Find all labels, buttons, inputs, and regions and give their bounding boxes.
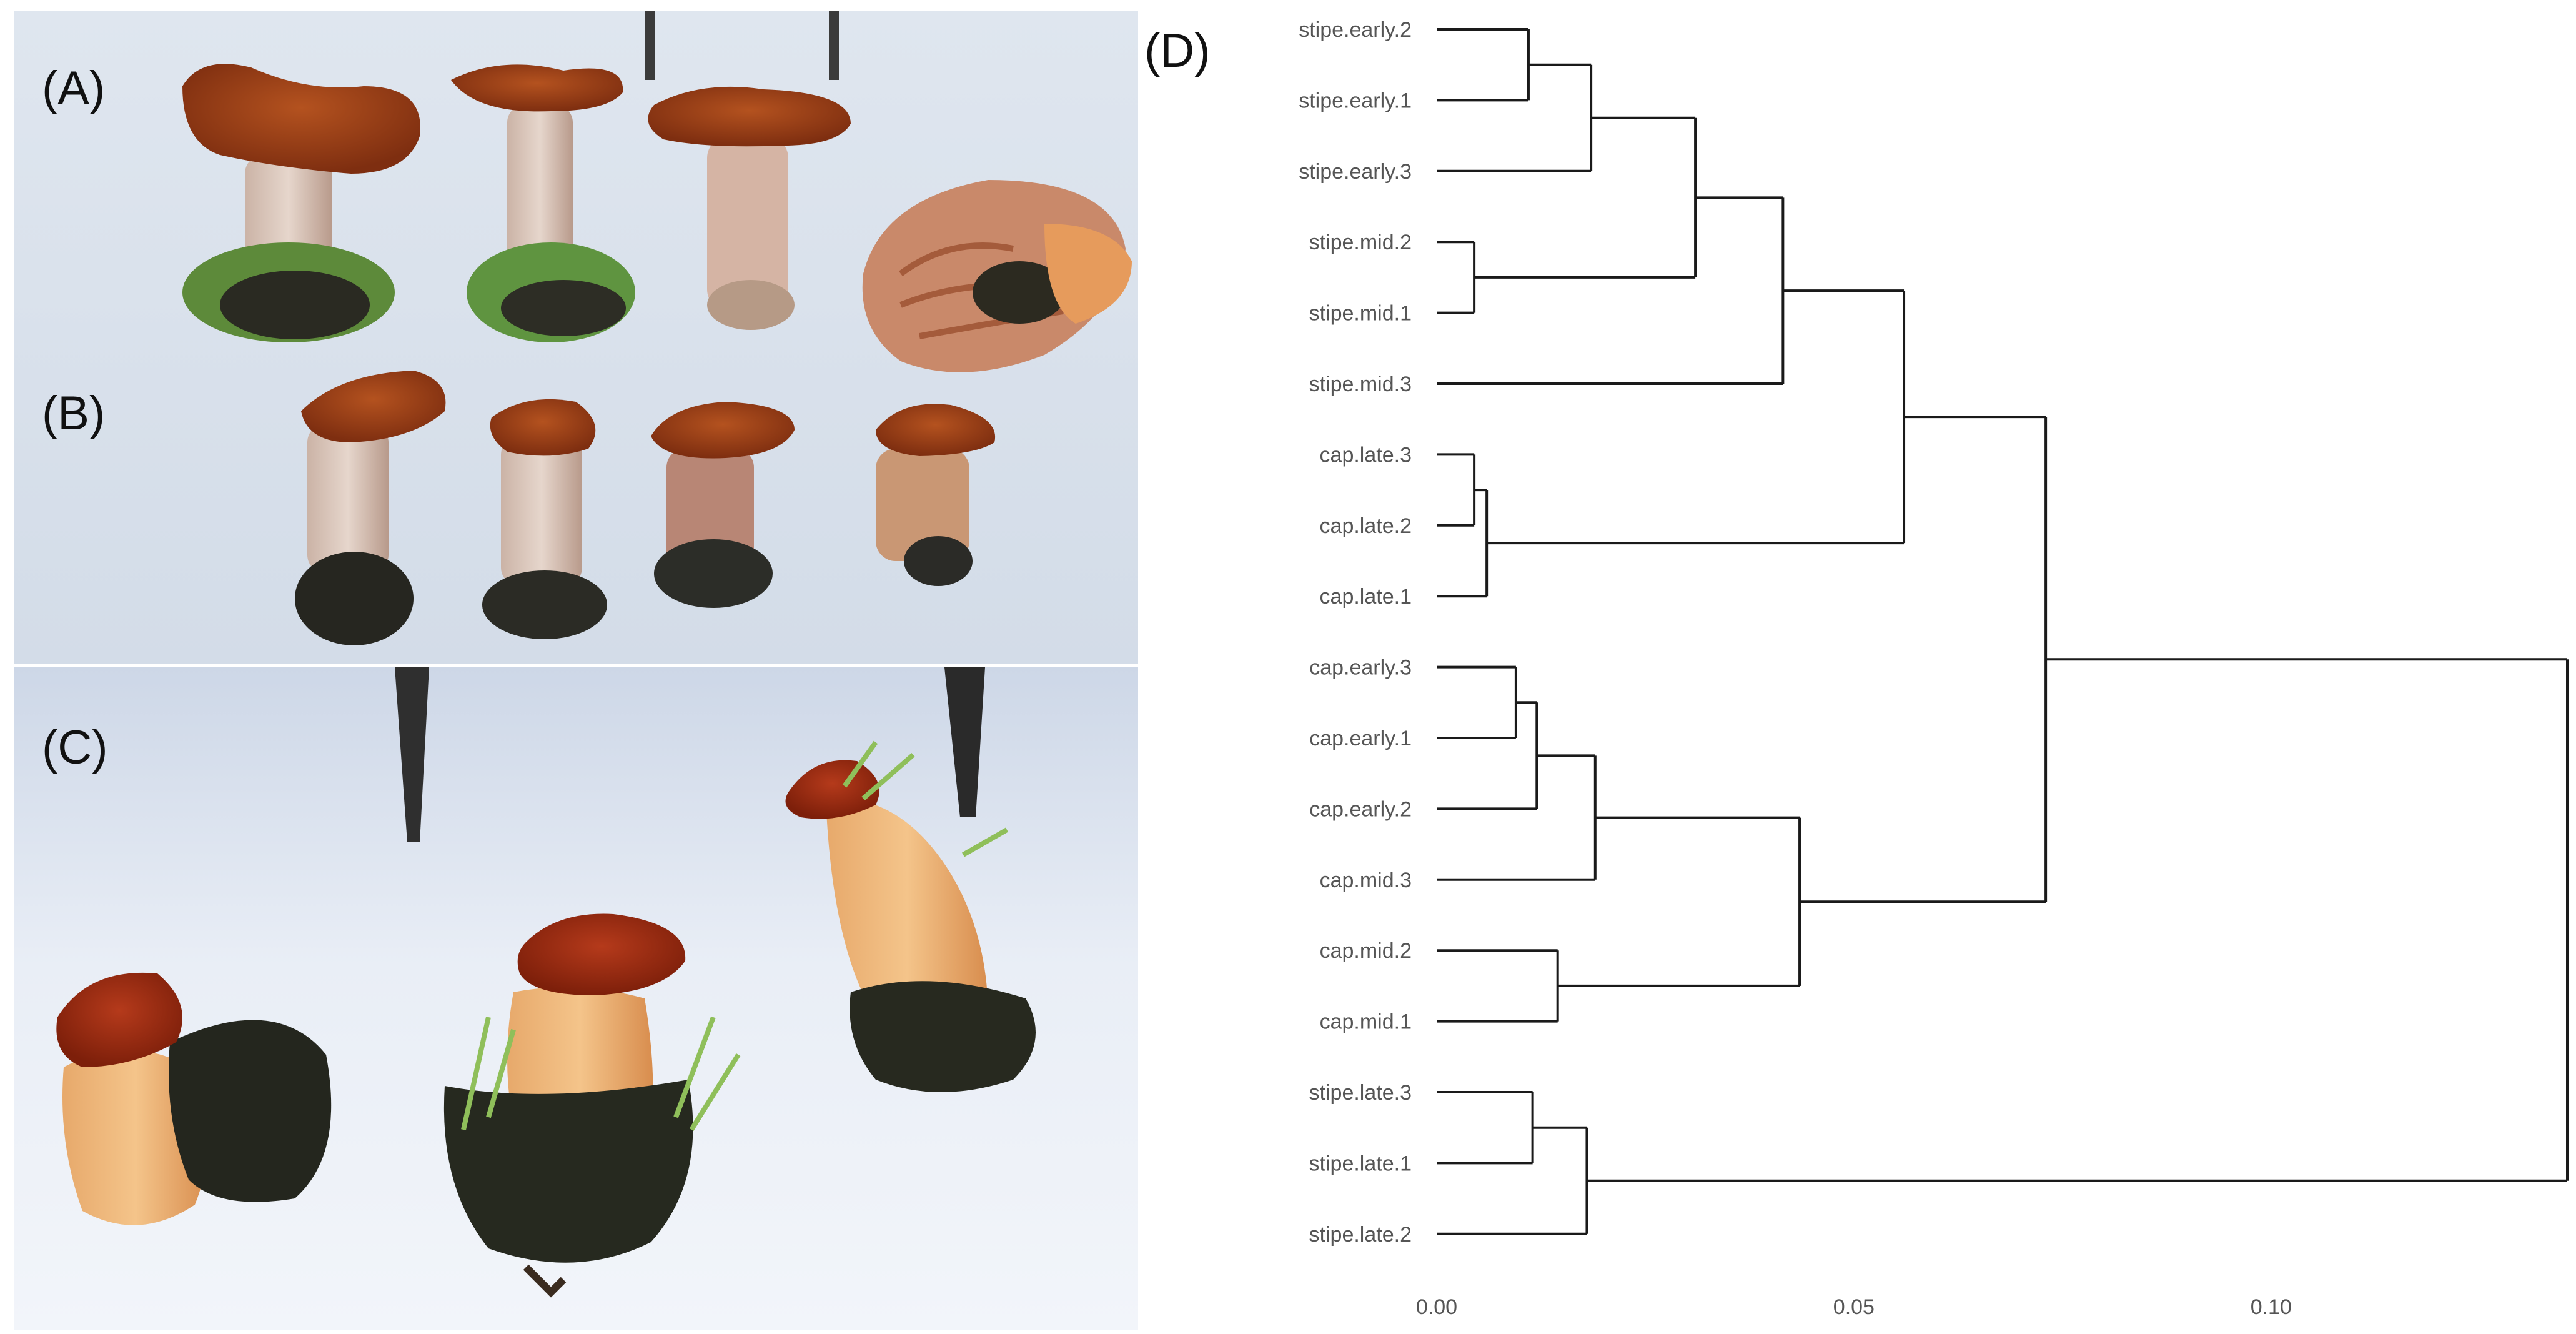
leaf-label: cap.late.2 [1320,514,1412,538]
x-tick-label: 0.05 [1833,1295,1875,1319]
leaf-label: cap.early.1 [1309,727,1412,750]
leaf-label: cap.mid.1 [1320,1010,1412,1034]
leaf-label: stipe.mid.2 [1309,231,1412,254]
photo-panel-ab: (A) (B) [14,11,1138,664]
leaf-label: stipe.late.1 [1309,1152,1412,1175]
leaf-label: stipe.early.1 [1299,89,1412,112]
x-axis-ticks: 0.00 0.05 0.10 [1416,1295,2292,1319]
leaf-label: cap.early.3 [1309,656,1412,680]
leaf-label: cap.late.1 [1320,585,1412,609]
leaf-label: stipe.early.2 [1299,18,1412,42]
mushroom-photo-c [56,667,1036,1298]
leaf-label: stipe.mid.3 [1309,372,1412,396]
photo-panel-c: (C) [14,667,1138,1330]
panel-label-d: (D) [1144,24,1211,77]
leaf-labels: stipe.early.2 stipe.early.1 stipe.early.3 s… [1299,18,1412,1247]
leaf-label: stipe.late.3 [1309,1081,1412,1105]
leaf-label: cap.late.3 [1320,443,1412,467]
leaf-label: stipe.late.2 [1309,1223,1412,1247]
leaf-label: cap.early.2 [1309,797,1412,821]
panel-label-c: (C) [42,721,108,774]
leaf-label: cap.mid.2 [1320,939,1412,963]
dendrogram-chart: stipe.early.2 stipe.early.1 stipe.early.3 s… [1299,18,2569,1319]
panel-label-b: (B) [42,387,106,440]
leaf-label: stipe.mid.1 [1309,302,1412,326]
mushroom-photo-ab [182,11,1132,645]
leaf-label: stipe.early.3 [1299,160,1412,184]
dendrogram-branches [1437,28,2569,1235]
x-tick-label: 0.00 [1416,1295,1457,1319]
leaf-label: cap.mid.3 [1320,869,1412,892]
panel-label-a: (A) [42,62,106,115]
x-tick-label: 0.10 [2251,1295,2292,1319]
